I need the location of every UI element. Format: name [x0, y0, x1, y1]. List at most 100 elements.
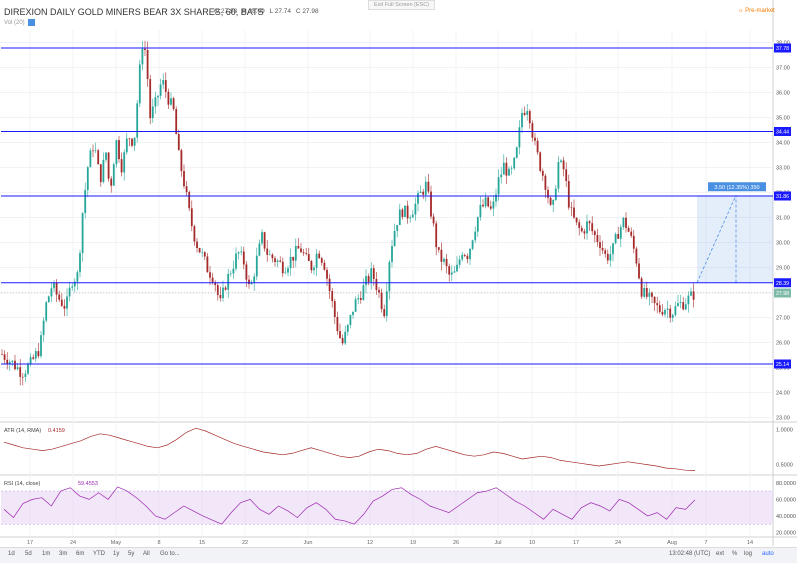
- candle-body: [367, 276, 370, 282]
- candle-body: [339, 331, 341, 339]
- candle-body: [643, 288, 646, 297]
- candle-body: [118, 140, 120, 160]
- candle-body: [411, 214, 414, 218]
- candle-body: [588, 221, 591, 224]
- candle-body: [357, 298, 360, 300]
- y-tick-label: 31.00: [776, 216, 790, 222]
- rsi-title: RSI (14, close): [4, 481, 41, 487]
- candle-body: [66, 296, 68, 309]
- y-tick-label: 33.00: [776, 166, 790, 172]
- candle-body: [146, 50, 149, 80]
- percent-toggle[interactable]: %: [732, 551, 738, 557]
- candle-body: [211, 277, 214, 283]
- timeframe-5d[interactable]: 5d: [25, 551, 32, 557]
- candle-body: [89, 150, 92, 168]
- candle-body: [430, 191, 432, 217]
- candle-body: [229, 273, 232, 275]
- candle-body: [391, 246, 393, 262]
- candle-body: [133, 137, 136, 146]
- candle-body: [515, 147, 518, 158]
- candle-body: [609, 254, 612, 261]
- candle-body: [614, 233, 617, 244]
- candle-body: [557, 161, 560, 189]
- candle-body: [401, 209, 404, 217]
- candle-body: [604, 250, 607, 254]
- candle-body: [21, 376, 24, 378]
- ohlc-readout: O 27.98 H 28.09 L 27.74 C 27.98: [214, 8, 322, 15]
- candle-body: [578, 222, 581, 228]
- candle-body: [313, 267, 315, 271]
- timeframe-1d[interactable]: 1d: [8, 551, 15, 557]
- timeframe-all[interactable]: All: [143, 551, 150, 557]
- timeframe-1y[interactable]: 1y: [113, 551, 120, 557]
- rsi-y-tick-label: 60.0000: [776, 497, 796, 503]
- timeframe-6m[interactable]: 6m: [76, 551, 85, 557]
- timeframe-3m[interactable]: 3m: [59, 551, 68, 557]
- candle-body: [445, 258, 448, 267]
- candle-body: [336, 316, 339, 332]
- candle-body: [206, 256, 209, 273]
- sun-icon: ☼: [738, 8, 744, 14]
- timeframe-1m[interactable]: 1m: [42, 551, 51, 557]
- candle-body: [562, 160, 565, 170]
- candle-body: [292, 256, 295, 261]
- candle-body: [666, 308, 669, 310]
- y-tick-label: 37.00: [776, 66, 790, 72]
- candle-body: [190, 208, 193, 227]
- candle-body: [154, 97, 157, 107]
- candle-body: [456, 264, 458, 272]
- x-tick-label: Jul: [494, 540, 501, 546]
- exit-fullscreen-button[interactable]: Exit Full Screen (ESC): [368, 0, 436, 10]
- candle-body: [679, 302, 682, 304]
- candle-body: [112, 164, 115, 186]
- candle-body: [674, 306, 677, 315]
- price-label: 34.44: [776, 130, 789, 136]
- log-toggle[interactable]: log: [744, 551, 753, 557]
- symbol-title[interactable]: DIREXION DAILY GOLD MINERS BEAR 3X SHARE…: [4, 7, 264, 17]
- candle-body: [541, 170, 544, 176]
- atr-y-tick-label: 1.0000: [776, 428, 793, 434]
- price-label-bg: [774, 278, 791, 288]
- ext-toggle[interactable]: ext: [716, 551, 725, 557]
- timeframe-5y[interactable]: 5y: [128, 551, 135, 557]
- candle-body: [266, 248, 269, 255]
- candle-body: [224, 287, 227, 290]
- auto-toggle[interactable]: auto: [762, 551, 774, 557]
- bottom-toolbar: 1d 5d 1m 3m 6m YTD 1y 5y All Go to... 13…: [0, 547, 797, 563]
- candle-body: [346, 324, 349, 332]
- utc-clock[interactable]: 13:02:48 (UTC): [669, 551, 711, 557]
- candle-body: [591, 223, 594, 232]
- candle-body: [331, 291, 334, 302]
- candle-body: [175, 109, 178, 135]
- projection-label: 3.50 (12.35%) 350: [714, 185, 759, 191]
- candle-body: [281, 261, 284, 274]
- candle-body: [534, 137, 536, 141]
- candle-body: [32, 357, 35, 359]
- candle-body: [79, 253, 81, 273]
- volume-legend[interactable]: Vol (20): [4, 19, 35, 26]
- goto-date-button[interactable]: Go to...: [160, 551, 180, 557]
- price-label: 28.39: [776, 281, 789, 287]
- candle-body: [692, 291, 695, 300]
- candle-body: [586, 221, 588, 234]
- candle-body: [55, 282, 58, 295]
- candle-body: [279, 260, 282, 262]
- candle-body: [625, 217, 627, 228]
- candle-body: [50, 288, 53, 297]
- candle-body: [482, 204, 484, 207]
- volume-color-swatch: [27, 19, 35, 26]
- candle-body: [68, 287, 71, 297]
- candle-body: [97, 150, 100, 165]
- candle-body: [354, 299, 357, 312]
- candle-body: [365, 276, 367, 286]
- candle-body: [601, 248, 604, 251]
- candle-body: [547, 189, 549, 198]
- timeframe-ytd[interactable]: YTD: [93, 551, 105, 557]
- candle-body: [375, 278, 378, 290]
- candle-body: [549, 197, 552, 205]
- candle-body: [570, 207, 573, 209]
- price-label: 25.14: [776, 362, 789, 368]
- candle-body: [383, 309, 386, 317]
- candle-body: [159, 84, 162, 96]
